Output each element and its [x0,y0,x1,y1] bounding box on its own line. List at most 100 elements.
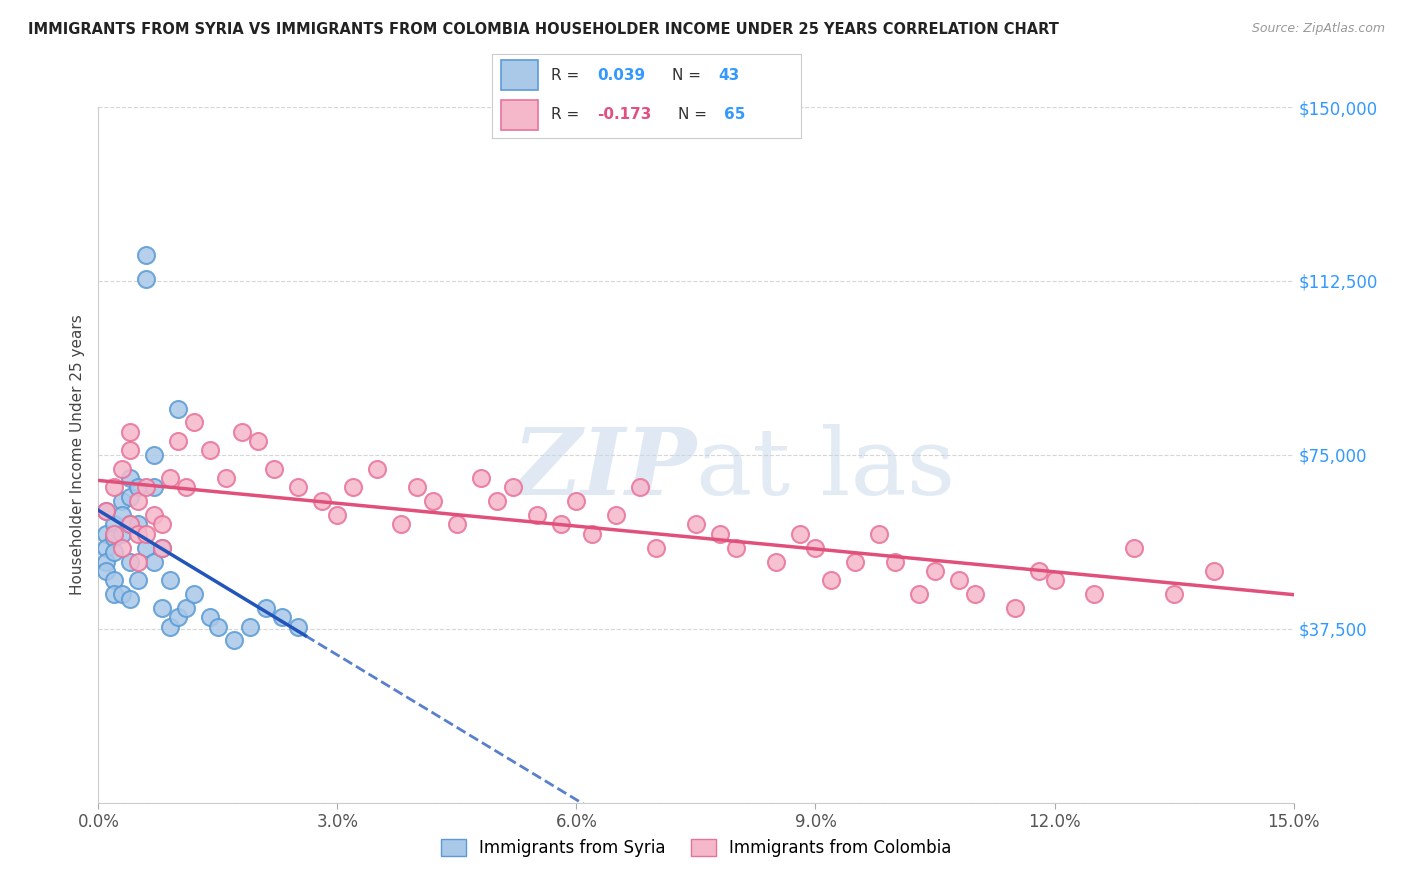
Point [1123,541,1146,555]
Point [127,555,149,569]
Point [709,526,731,541]
Point [844,555,866,569]
Point [174,601,197,615]
Point [685,517,707,532]
Text: 43: 43 [718,68,740,83]
Point [120,517,142,532]
Point [159,619,181,633]
Point [96,503,118,517]
Point [645,541,668,555]
Point [948,573,970,587]
Point [143,555,166,569]
Point [96,503,118,517]
Point [135,480,157,494]
Point [628,480,651,494]
Text: 0.039: 0.039 [598,68,645,83]
Point [366,462,388,476]
Point [120,425,142,439]
Point [1004,601,1026,615]
Point [127,517,149,532]
Point [215,471,238,485]
Point [550,517,572,532]
Point [103,517,125,532]
Point [96,541,118,555]
Point [167,401,190,416]
Point [526,508,548,523]
Point [270,610,292,624]
Point [150,517,173,532]
Point [724,541,747,555]
Text: at las: at las [696,424,955,514]
Text: Source: ZipAtlas.com: Source: ZipAtlas.com [1251,22,1385,36]
Point [924,564,946,578]
Point [311,494,333,508]
Point [174,480,197,494]
Point [222,633,245,648]
Point [96,555,118,569]
Point [1043,573,1066,587]
Point [502,480,524,494]
Point [96,564,118,578]
Point [103,480,125,494]
Point [103,587,125,601]
Point [135,271,157,285]
Point [884,555,907,569]
Point [127,494,149,508]
Point [765,555,787,569]
Point [565,494,588,508]
Point [183,416,205,430]
Point [254,601,277,615]
Point [207,619,229,633]
Legend: Immigrants from Syria, Immigrants from Colombia: Immigrants from Syria, Immigrants from C… [434,832,957,864]
Point [485,494,508,508]
Point [103,545,125,559]
Text: -0.173: -0.173 [598,107,651,122]
Bar [502,100,538,130]
Point [231,425,253,439]
Point [111,541,134,555]
Point [239,619,262,633]
Text: IMMIGRANTS FROM SYRIA VS IMMIGRANTS FROM COLOMBIA HOUSEHOLDER INCOME UNDER 25 YE: IMMIGRANTS FROM SYRIA VS IMMIGRANTS FROM… [28,22,1059,37]
Point [103,526,125,541]
Point [159,471,181,485]
Point [120,443,142,458]
Point [422,494,444,508]
Point [246,434,269,448]
Point [135,541,157,555]
Point [287,619,309,633]
Bar [502,61,538,90]
Point [167,434,190,448]
Point [120,471,142,485]
Point [111,462,134,476]
Point [120,555,142,569]
Text: N =: N = [678,107,711,122]
Point [963,587,986,601]
Point [96,526,118,541]
Point [470,471,492,485]
Text: R =: R = [551,68,583,83]
Point [143,480,166,494]
Point [150,541,173,555]
Point [103,532,125,546]
Point [389,517,412,532]
Point [127,480,149,494]
Point [1163,587,1185,601]
Point [581,526,603,541]
Point [150,541,173,555]
Point [111,508,134,523]
Text: ZIP: ZIP [512,424,696,514]
Point [263,462,285,476]
Point [143,448,166,462]
Point [127,573,149,587]
Point [446,517,468,532]
Point [820,573,842,587]
Text: N =: N = [672,68,706,83]
Point [120,591,142,606]
Point [198,443,221,458]
Point [111,587,134,601]
Point [198,610,221,624]
Point [150,601,173,615]
Point [908,587,931,601]
Point [143,508,166,523]
Point [183,587,205,601]
